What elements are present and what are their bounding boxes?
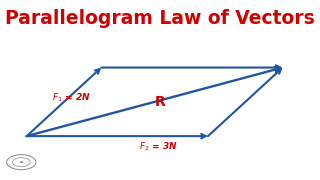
Circle shape xyxy=(20,161,23,163)
Text: R: R xyxy=(155,95,165,109)
Text: $F_2$ = 3N: $F_2$ = 3N xyxy=(139,140,178,153)
Text: Parallelogram Law of Vectors: Parallelogram Law of Vectors xyxy=(5,8,315,28)
Text: $F_1$ = 2N: $F_1$ = 2N xyxy=(52,91,91,104)
